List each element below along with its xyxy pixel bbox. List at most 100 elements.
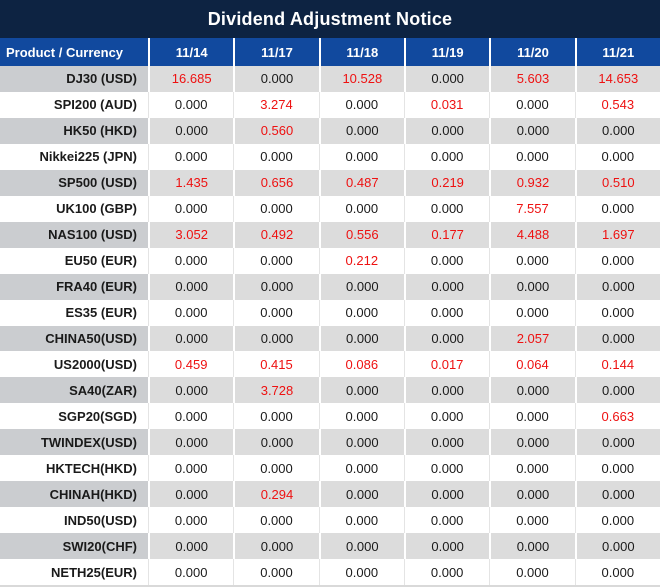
value-cell: 0.000: [489, 117, 575, 144]
value-cell: 0.000: [233, 559, 319, 586]
value-cell: 10.528: [318, 66, 404, 92]
value-cell: 0.000: [489, 559, 575, 586]
value-cell: 0.000: [318, 195, 404, 222]
value-cell: 0.000: [318, 507, 404, 534]
value-cell: 0.177: [403, 221, 490, 248]
value-cell: 0.459: [148, 351, 234, 378]
value-cell: 0.000: [574, 143, 660, 170]
value-cell: 0.000: [489, 299, 575, 326]
table-row: ES35 (EUR) 0.000 0.000 0.000 0.000 0.000 0.000: [0, 299, 660, 326]
value-cell: 0.487: [318, 169, 404, 196]
value-cell: 0.000: [574, 195, 660, 222]
value-cell: 0.000: [233, 273, 319, 300]
value-cell: 0.000: [148, 299, 234, 326]
value-cell: 0.000: [233, 143, 319, 170]
value-cell: 0.000: [233, 403, 319, 430]
value-cell: 0.000: [318, 377, 404, 404]
value-cell: 0.000: [403, 403, 490, 430]
value-cell: 0.000: [233, 507, 319, 534]
product-cell: SA40(ZAR): [0, 377, 148, 404]
value-cell: 0.000: [148, 325, 234, 352]
value-cell: 3.728: [233, 377, 319, 404]
value-cell: 0.000: [403, 507, 490, 534]
value-cell: 0.000: [403, 143, 490, 170]
value-cell: 0.663: [574, 403, 660, 430]
value-cell: 0.000: [403, 117, 490, 144]
product-cell: Nikkei225 (JPN): [0, 143, 148, 170]
value-cell: 0.000: [489, 377, 575, 404]
value-cell: 0.415: [233, 351, 319, 378]
value-cell: 0.000: [318, 403, 404, 430]
value-cell: 1.697: [574, 221, 660, 248]
table-row: EU50 (EUR) 0.000 0.000 0.212 0.000 0.000 0.000: [0, 247, 660, 274]
value-cell: 0.000: [318, 455, 404, 482]
value-cell: 0.000: [148, 429, 234, 456]
value-cell: 0.000: [148, 195, 234, 222]
value-cell: 0.000: [148, 455, 234, 482]
column-header-date: 11/21: [574, 38, 660, 66]
product-cell: SP500 (USD): [0, 169, 148, 196]
value-cell: 0.560: [233, 117, 319, 144]
page-title: Dividend Adjustment Notice: [0, 0, 660, 38]
value-cell: 0.000: [233, 247, 319, 274]
value-cell: 0.212: [318, 247, 404, 274]
table-row: SA40(ZAR) 0.000 3.728 0.000 0.000 0.000 0.000: [0, 377, 660, 404]
column-header-date: 11/18: [318, 38, 404, 66]
product-cell: HK50 (HKD): [0, 117, 148, 144]
product-cell: SGP20(SGD): [0, 403, 148, 430]
value-cell: 0.000: [489, 273, 575, 300]
value-cell: 0.000: [318, 143, 404, 170]
value-cell: 0.000: [403, 481, 490, 508]
product-cell: HKTECH(HKD): [0, 455, 148, 482]
value-cell: 0.000: [574, 273, 660, 300]
table-row: HKTECH(HKD) 0.000 0.000 0.000 0.000 0.000 0.00…: [0, 455, 660, 482]
value-cell: 4.488: [489, 221, 575, 248]
value-cell: 0.510: [574, 169, 660, 196]
product-cell: IND50(USD): [0, 507, 148, 534]
table-header-row: Product / Currency 11/14 11/17 11/18 11/19 1…: [0, 38, 660, 66]
value-cell: 0.000: [148, 403, 234, 430]
table-row: UK100 (GBP) 0.000 0.000 0.000 0.000 7.557 0.00…: [0, 195, 660, 222]
table-row: NETH25(EUR) 0.000 0.000 0.000 0.000 0.000 0.00…: [0, 559, 660, 586]
value-cell: 0.000: [318, 117, 404, 144]
value-cell: 0.000: [318, 325, 404, 352]
value-cell: 0.492: [233, 221, 319, 248]
value-cell: 0.000: [574, 325, 660, 352]
value-cell: 0.000: [233, 325, 319, 352]
value-cell: 0.294: [233, 481, 319, 508]
table-row: SGP20(SGD) 0.000 0.000 0.000 0.000 0.000 0.663: [0, 403, 660, 430]
value-cell: 0.000: [574, 377, 660, 404]
column-header-date: 11/19: [403, 38, 489, 66]
value-cell: 0.543: [574, 91, 660, 118]
value-cell: 0.000: [574, 533, 660, 560]
table-row: SWI20(CHF) 0.000 0.000 0.000 0.000 0.000 0.000: [0, 533, 660, 560]
product-cell: NETH25(EUR): [0, 559, 148, 586]
value-cell: 0.000: [148, 247, 234, 274]
value-cell: 1.435: [148, 169, 234, 196]
table-row: SP500 (USD) 1.435 0.656 0.487 0.219 0.932 0.51…: [0, 169, 660, 196]
value-cell: 0.000: [574, 559, 660, 586]
value-cell: 0.086: [318, 351, 404, 378]
column-header-product-currency: Product / Currency: [6, 44, 124, 60]
value-cell: 0.000: [148, 117, 234, 144]
column-header-date: 11/14: [148, 38, 233, 66]
value-cell: 2.057: [489, 325, 575, 352]
table-body: DJ30 (USD) 16.685 0.000 10.528 0.000 5.603 14.…: [0, 66, 660, 587]
product-cell: UK100 (GBP): [0, 195, 148, 222]
value-cell: 0.000: [403, 533, 490, 560]
table-row: US2000(USD) 0.459 0.415 0.086 0.017 0.064 0.14…: [0, 351, 660, 378]
value-cell: 0.000: [318, 273, 404, 300]
value-cell: 0.000: [233, 455, 319, 482]
column-header-date: 11/17: [233, 38, 318, 66]
value-cell: 0.000: [148, 481, 234, 508]
table-row: CHINA50(USD) 0.000 0.000 0.000 0.000 2.057 0.0…: [0, 325, 660, 352]
value-cell: 3.052: [148, 221, 234, 248]
value-cell: 0.000: [148, 143, 234, 170]
value-cell: 0.000: [233, 66, 319, 92]
product-cell: DJ30 (USD): [0, 66, 148, 92]
product-cell: ES35 (EUR): [0, 299, 148, 326]
value-cell: 14.653: [574, 66, 660, 92]
table-row: TWINDEX(USD) 0.000 0.000 0.000 0.000 0.000 0.0…: [0, 429, 660, 456]
product-cell: EU50 (EUR): [0, 247, 148, 274]
